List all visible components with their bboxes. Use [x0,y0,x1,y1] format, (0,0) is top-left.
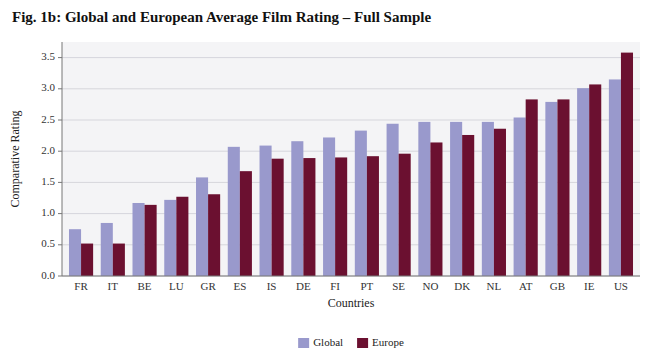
bar [240,171,252,276]
bar [387,124,399,276]
y-tick-label: 2.0 [41,144,55,156]
legend-label: Europe [372,336,404,348]
bar [545,102,557,276]
x-tick-label: AT [519,280,533,292]
y-tick [58,276,62,277]
y-tick-label: 3.0 [41,81,55,93]
y-tick [58,88,62,89]
x-tick-label: BE [138,280,152,292]
y-tick-label: 2.5 [41,113,55,125]
bar [367,156,379,276]
bar [81,244,93,276]
legend-swatch [298,338,309,348]
x-tick-label: IS [267,280,277,292]
x-tick-label: PT [360,280,373,292]
legend-swatch [357,338,368,348]
grid-line [62,57,640,58]
bar [399,154,411,276]
bar [355,131,367,276]
bar [418,122,430,276]
title: Fig. 1b: Global and European Average Fil… [12,9,431,25]
bar [196,177,208,276]
x-tick-label: DE [296,280,311,292]
y-tick [58,244,62,245]
x-axis-label: Countries [328,296,375,310]
x-tick-label: ES [233,280,246,292]
x-axis: FR IT BE LU GR ES IS DE FI PT SE NO DK NL AT GB IE US [74,280,628,292]
x-tick-label: SE [392,280,405,292]
bar [69,229,81,276]
x-tick-label: DK [454,280,470,292]
bar [494,129,506,276]
y-tick [58,151,62,152]
series-bars [81,53,633,276]
y-axis-label: Comparative Rating [8,111,22,208]
bar [164,200,176,276]
bar [589,84,601,276]
legend-item: Europe [357,336,404,348]
x-tick-label: LU [169,280,184,292]
bar [526,99,538,276]
y-tick-label: 0.0 [41,269,55,281]
series-bars [69,79,621,276]
x-tick-label: IE [584,280,595,292]
bar [291,141,303,276]
y-tick [58,182,62,183]
x-tick-label: NL [487,280,502,292]
x-tick-label: GB [550,280,565,292]
legend-item: Global [298,336,343,348]
y-tick-label: 3.5 [41,50,55,62]
bar [557,99,569,276]
x-axis-line [62,276,640,277]
grid-line [62,276,640,277]
bar [101,223,113,276]
bar [621,53,633,276]
x-tick-label: NO [422,280,438,292]
bar [609,79,621,276]
plot-area [62,42,640,276]
bar [430,142,442,276]
bar [113,244,125,276]
bar [260,146,272,276]
bar [323,137,335,276]
x-tick-label: GR [200,280,216,292]
bar [133,203,145,276]
x-tick-label: FI [330,280,340,292]
bar [272,159,284,276]
bar [514,118,526,276]
bar [450,122,462,276]
x-tick-label: US [614,280,628,292]
bar [303,158,315,276]
bar [462,135,474,276]
grid-line [62,88,640,89]
y-tick-label: 1.0 [41,206,55,218]
x-tick-label: IT [108,280,119,292]
bars [69,53,633,276]
bar [577,88,589,276]
y-tick-label: 1.5 [41,175,55,187]
y-axis: 0.0 0.5 1.0 1.5 2.0 2.5 3.0 3.5 [41,50,640,280]
y-tick [58,120,62,121]
y-tick [58,213,62,214]
y-tick-label: 0.5 [41,237,55,249]
y-tick [58,57,62,58]
bar [176,197,188,276]
bar [335,157,347,276]
legend-label: Global [313,336,343,348]
bar [228,147,240,276]
legend: Global Europe [298,336,404,348]
bar [208,194,220,276]
bar [482,122,494,276]
bar [145,205,157,276]
x-tick-label: FR [74,280,88,292]
y-axis-line [62,42,63,276]
